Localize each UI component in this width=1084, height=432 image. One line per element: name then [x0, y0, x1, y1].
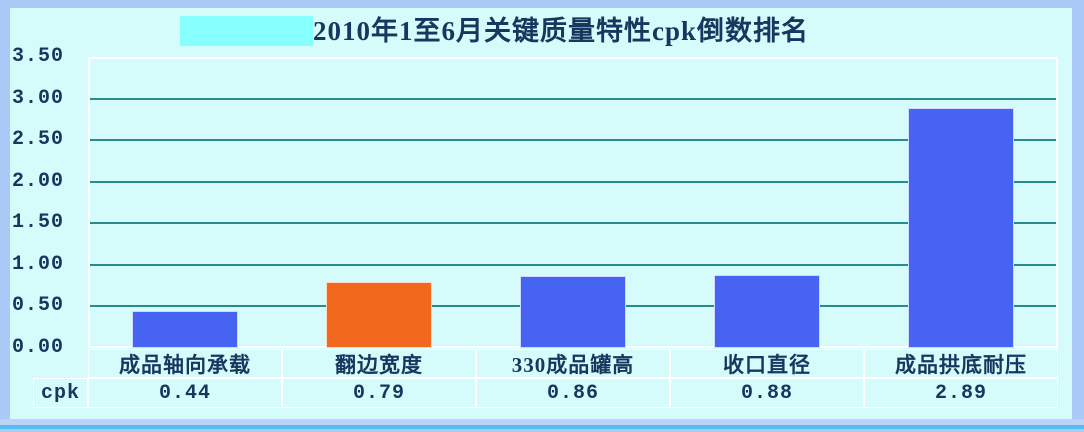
chart-title: 2010年1至6月关键质量特性cpk倒数排名 — [313, 16, 810, 46]
y-axis-tick-label: 2.50 — [11, 128, 64, 152]
bar — [326, 282, 432, 348]
bar — [908, 107, 1014, 348]
category-cell: 成品轴向承载 — [88, 349, 282, 378]
y-axis-tick-label: 3.00 — [11, 86, 64, 110]
frame-bottom-edge — [0, 429, 1084, 432]
frame-bottom-band — [0, 419, 1084, 425]
category-cell: 成品拱底耐压 — [864, 349, 1058, 378]
y-axis-tick-label: 2.00 — [11, 169, 64, 193]
value-cell: 0.88 — [670, 378, 864, 408]
value-cell: 0.79 — [282, 378, 476, 408]
category-cell: 翻边宽度 — [282, 349, 476, 378]
gridline — [90, 139, 1056, 142]
gridline — [90, 97, 1056, 100]
title-highlight-box — [180, 16, 313, 46]
gridline — [90, 263, 1056, 266]
y-axis-tick-label: 1.00 — [11, 252, 64, 276]
y-axis-tick-label: 3.50 — [11, 45, 64, 68]
table-row-label: cpk — [33, 378, 88, 408]
value-cell: 2.89 — [864, 378, 1058, 408]
value-cell: 0.44 — [88, 378, 282, 408]
bar — [132, 311, 238, 348]
frame-left-border — [0, 0, 10, 432]
gridline — [90, 222, 1056, 225]
category-cell: 收口直径 — [670, 349, 864, 378]
category-cell: 330成品罐高 — [476, 349, 670, 378]
bar — [520, 276, 626, 348]
frame-top-border — [0, 0, 1084, 8]
frame-right-border — [1072, 0, 1084, 432]
y-axis-tick-label: 1.50 — [11, 211, 64, 235]
y-axis-tick-label: 0.50 — [11, 294, 64, 318]
value-cell: 0.86 — [476, 378, 670, 408]
frame-bottom-accent-line — [0, 425, 1084, 429]
y-axis-tick-label: 0.00 — [11, 336, 64, 359]
bar — [714, 274, 820, 348]
gridline — [90, 180, 1056, 183]
